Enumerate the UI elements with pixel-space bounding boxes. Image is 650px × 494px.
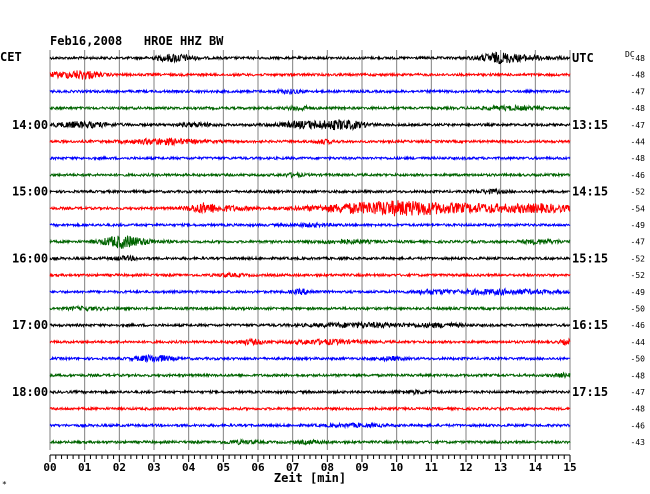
chart-title: Feb16,2008 HROE HHZ BW: [50, 34, 224, 48]
left-hour-label: 15:00: [12, 185, 48, 199]
dc-offset-value: -49: [631, 221, 646, 230]
trace-row-6: [49, 155, 571, 162]
x-tick-label: 03: [147, 461, 160, 474]
trace-row-0: [49, 51, 571, 65]
x-tick-label: 02: [113, 461, 126, 474]
left-axis-label: CET: [0, 50, 22, 64]
dc-label: DC: [625, 50, 635, 59]
x-tick-label: 06: [251, 461, 265, 474]
trace-row-14: [49, 287, 571, 297]
trace-row-10: [49, 221, 571, 229]
time-axis: 00 01 02 03 04 05 06 07 08 09 10 11 12 13 14 15: [43, 454, 577, 474]
trace-row-5: [49, 137, 571, 147]
dc-offset-value: -47: [631, 388, 646, 397]
dc-offset-value: -50: [631, 305, 646, 314]
x-tick-label: 12: [459, 461, 472, 474]
right-hour-label: UTC: [572, 51, 594, 65]
x-tick-label: 13: [494, 461, 507, 474]
left-hour-label: 16:00: [12, 251, 48, 265]
trace-row-21: [49, 405, 571, 412]
corner-mark: *: [2, 480, 7, 489]
x-tick-label: 01: [78, 461, 92, 474]
dc-offset-value: -43: [631, 438, 646, 447]
trace-row-13: [49, 271, 571, 279]
hour-labels: 14:00 15:00 16:00 17:00 18:00 UTC 13:15 14:15 15…: [12, 51, 608, 399]
x-tick-label: 09: [355, 461, 368, 474]
x-tick-label: 07: [286, 461, 299, 474]
dc-offset-value: -48: [631, 405, 646, 414]
trace-row-20: [49, 388, 571, 397]
x-tick-label: 11: [425, 461, 439, 474]
trace-row-1: [49, 70, 571, 80]
x-axis-label: Zeit [min]: [274, 471, 346, 485]
trace-row-15: [49, 304, 571, 313]
x-tick-label: 15: [563, 461, 576, 474]
dc-offset-value: -48: [631, 71, 646, 80]
dc-offset-value: -52: [631, 271, 646, 280]
trace-row-19: [49, 371, 571, 379]
dc-offset-value: -46: [631, 321, 646, 330]
dc-offset-value: -46: [631, 421, 646, 430]
x-tick-label: 04: [182, 461, 196, 474]
x-tick-label: 05: [217, 461, 230, 474]
right-hour-label: 17:15: [572, 385, 608, 399]
dc-offset-value: -52: [631, 188, 646, 197]
dc-offset-value: -47: [631, 87, 646, 96]
dc-offset-value: -48: [631, 54, 646, 63]
dc-offset-value: -50: [631, 355, 646, 364]
dc-offset-value: -47: [631, 238, 646, 247]
x-tick-label: 08: [321, 461, 334, 474]
trace-row-23: [49, 438, 571, 446]
dc-offset-value: -48: [631, 104, 646, 113]
dc-offset-value: -44: [631, 338, 646, 347]
trace-row-4: [49, 119, 571, 132]
trace-row-11: [49, 235, 571, 249]
left-hour-label: 14:00: [12, 118, 48, 132]
x-tick-label: 10: [390, 461, 403, 474]
trace-row-22: [49, 421, 571, 430]
dc-offset-value: -44: [631, 138, 646, 147]
x-tick-label: 14: [529, 461, 543, 474]
dc-offset-value: -46: [631, 171, 646, 180]
right-hour-label: 13:15: [572, 118, 608, 132]
trace-row-2: [49, 87, 571, 96]
dc-offset-value: -49: [631, 288, 646, 297]
dc-offset-value: -48: [631, 154, 646, 163]
trace-row-8: [49, 187, 571, 196]
minute-gridlines: [49, 50, 571, 450]
trace-row-18: [49, 353, 571, 364]
dc-offset-value: -47: [631, 121, 646, 130]
dc-offset-value: -52: [631, 254, 646, 263]
x-tick-label: 00: [43, 461, 56, 474]
trace-row-9: [49, 200, 571, 217]
trace-row-17: [49, 337, 571, 347]
dc-offset-value: -48: [631, 371, 646, 380]
right-hour-label: 16:15: [572, 318, 608, 332]
left-hour-label: 18:00: [12, 385, 48, 399]
trace-row-7: [49, 171, 571, 179]
right-hour-label: 14:15: [572, 185, 608, 199]
trace-row-3: [49, 103, 571, 113]
left-hour-label: 17:00: [12, 318, 48, 332]
right-hour-label: 15:15: [572, 251, 608, 265]
trace-row-16: [49, 320, 571, 330]
dc-offset-value: -54: [631, 204, 646, 213]
seismic-traces: [49, 51, 571, 446]
trace-row-12: [49, 254, 571, 262]
dc-offset-values: -48 -48 -47 -48 -47 -44 -48 -46 -52 -54 -49 -47 -52 -…: [631, 54, 646, 447]
